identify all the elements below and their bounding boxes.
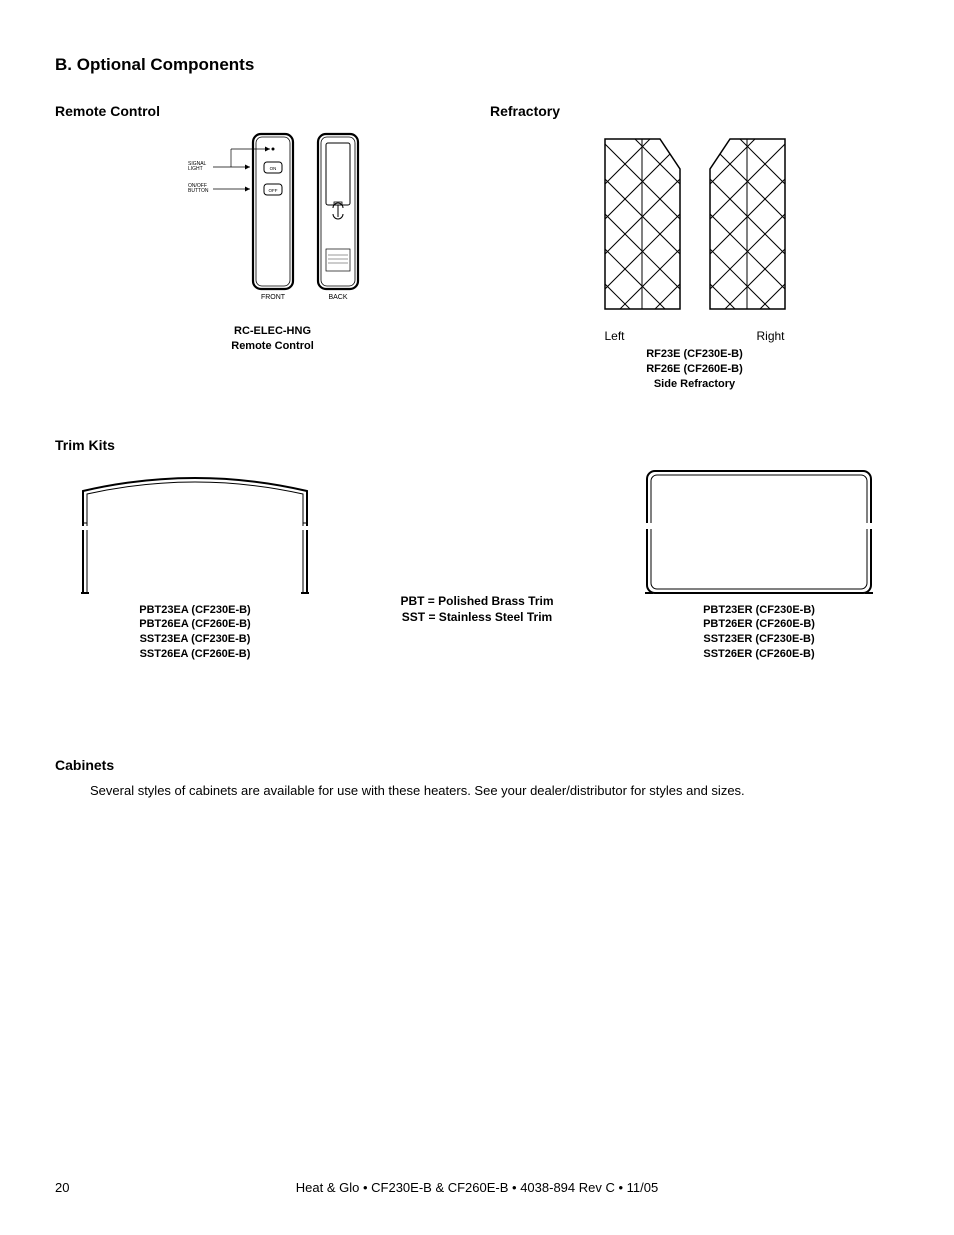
remote-on-btn: ON <box>269 166 276 171</box>
cabinets-heading: Cabinets <box>55 757 899 773</box>
trim-right-models: PBT23ER (CF230E-B) PBT26ER (CF260E-B) SS… <box>703 603 815 662</box>
trim-right-m0: PBT23ER (CF230E-B) <box>703 603 815 618</box>
refractory-figure: Left Right RF23E (CF230E-B) RF26E (CF260… <box>490 129 899 392</box>
refractory-model2: RF26E (CF260E-B) <box>490 362 899 377</box>
remote-front-label: FRONT <box>260 294 285 301</box>
col-refractory: Refractory <box>490 103 899 392</box>
footer-text: Heat & Glo • CF230E-B & CF260E-B • 4038-… <box>95 1180 859 1195</box>
trim-heading: Trim Kits <box>55 437 899 453</box>
col-remote: Remote Control ON OFF <box>55 103 490 392</box>
refractory-lr-labels: Left Right <box>605 329 785 343</box>
remote-caption-1: RC-ELEC-HNG <box>55 324 490 339</box>
cabinets-text: Several styles of cabinets are available… <box>55 783 899 798</box>
trim-legend-2: SST = Stainless Steel Trim <box>400 609 553 626</box>
trim-legend-1: PBT = Polished Brass Trim <box>400 593 553 610</box>
trim-right-m1: PBT26ER (CF260E-B) <box>703 617 815 632</box>
trim-legend: PBT = Polished Brass Trim SST = Stainles… <box>372 463 582 627</box>
trim-left: PBT23EA (CF230E-B) PBT26EA (CF260E-B) SS… <box>55 463 335 662</box>
section-title: B. Optional Components <box>55 55 899 75</box>
refractory-right-label: Right <box>756 329 784 343</box>
trim-left-m2: SST23EA (CF230E-B) <box>139 632 250 647</box>
trim-left-m3: SST26EA (CF260E-B) <box>139 647 250 662</box>
trim-left-m1: PBT26EA (CF260E-B) <box>139 617 250 632</box>
trim-right-m2: SST23ER (CF230E-B) <box>703 632 815 647</box>
trim-right-m3: SST26ER (CF260E-B) <box>703 647 815 662</box>
onoff-label-2: BUTTON <box>188 188 209 194</box>
remote-figure: ON OFF <box>55 129 490 354</box>
trim-left-svg <box>65 463 325 603</box>
remote-svg: ON OFF <box>158 129 388 319</box>
refractory-heading: Refractory <box>490 103 899 119</box>
remote-caption-2: Remote Control <box>55 339 490 354</box>
trim-row: PBT23EA (CF230E-B) PBT26EA (CF260E-B) SS… <box>55 463 899 662</box>
refractory-svg <box>585 129 805 324</box>
trim-section: Trim Kits PBT23EA (CF230E-B) <box>55 437 899 662</box>
trim-left-models: PBT23EA (CF230E-B) PBT26EA (CF260E-B) SS… <box>139 603 250 662</box>
page-footer: 20 Heat & Glo • CF230E-B & CF260E-B • 40… <box>55 1180 899 1195</box>
refractory-left-label: Left <box>605 329 625 343</box>
signal-light-label-2: LIGHT <box>188 166 203 172</box>
trim-left-m0: PBT23EA (CF230E-B) <box>139 603 250 618</box>
footer-page-number: 20 <box>55 1180 95 1195</box>
row-remote-refractory: Remote Control ON OFF <box>55 103 899 392</box>
remote-caption: RC-ELEC-HNG Remote Control <box>55 324 490 354</box>
remote-off-btn: OFF <box>268 188 277 193</box>
trim-right-svg <box>629 463 889 603</box>
refractory-caption: RF23E (CF230E-B) RF26E (CF260E-B) Side R… <box>490 347 899 392</box>
refractory-caption-text: Side Refractory <box>490 377 899 392</box>
refractory-model1: RF23E (CF230E-B) <box>490 347 899 362</box>
remote-heading: Remote Control <box>55 103 490 119</box>
cabinets-section: Cabinets Several styles of cabinets are … <box>55 757 899 798</box>
remote-back-label: BACK <box>328 294 347 301</box>
trim-right: PBT23ER (CF230E-B) PBT26ER (CF260E-B) SS… <box>619 463 899 662</box>
